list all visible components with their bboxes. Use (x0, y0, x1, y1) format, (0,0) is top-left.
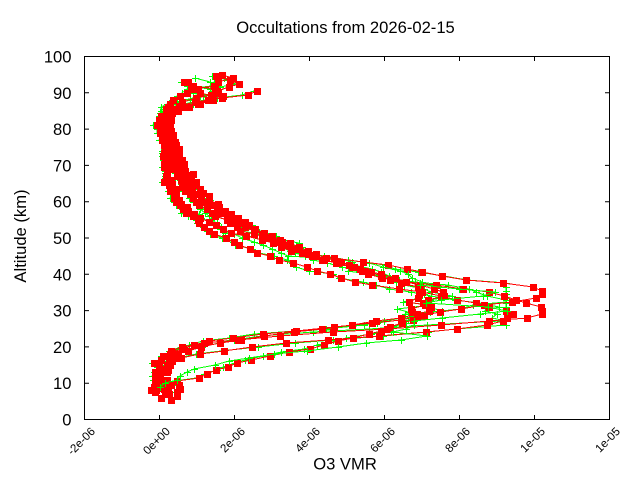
svg-text:10: 10 (53, 374, 71, 393)
svg-text:50: 50 (53, 229, 71, 248)
svg-text:Occultations from 2026-02-15: Occultations from 2026-02-15 (236, 18, 455, 37)
svg-text:0: 0 (62, 411, 71, 430)
svg-text:60: 60 (53, 193, 71, 212)
svg-text:40: 40 (53, 265, 71, 284)
svg-text:20: 20 (53, 338, 71, 357)
svg-text:90: 90 (53, 84, 71, 103)
svg-text:30: 30 (53, 302, 71, 321)
svg-text:100: 100 (44, 48, 72, 67)
svg-text:80: 80 (53, 120, 71, 139)
svg-text:O3 VMR: O3 VMR (313, 455, 377, 474)
svg-text:70: 70 (53, 156, 71, 175)
svg-text:Altitude (km): Altitude (km) (11, 189, 30, 282)
